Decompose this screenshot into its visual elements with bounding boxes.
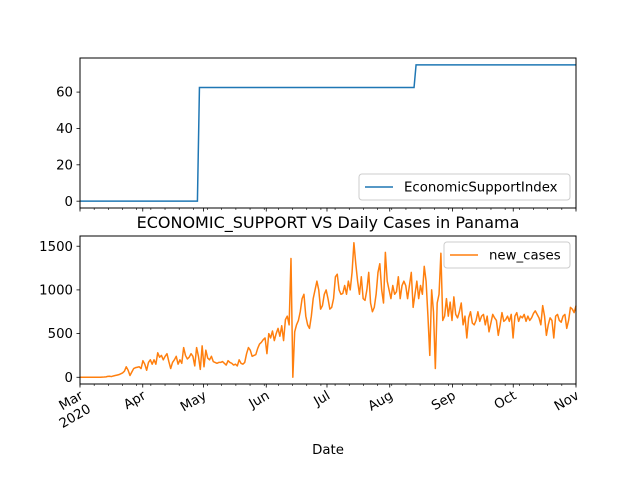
economic-support-panel: 0 20 40 60 EconomicSupportIndex <box>56 57 577 212</box>
economic-support-axes-frame <box>79 57 577 209</box>
legend-label-new-cases: new_cases <box>489 249 561 264</box>
y-tick-label: 60 <box>56 86 73 101</box>
daily-cases-series <box>80 241 577 379</box>
x-tick-label: Jul <box>311 388 333 410</box>
legend-box <box>443 241 571 269</box>
y-tick-label: 20 <box>56 158 73 173</box>
y-tick-label: 1500 <box>39 240 73 255</box>
daily-cases-legend: new_cases <box>443 241 571 269</box>
economic-support-series <box>80 64 576 202</box>
y-tick-label: 40 <box>56 122 73 137</box>
daily-cases-panel: ECONOMIC_SUPPORT VS Daily Cases in Panam… <box>39 213 582 458</box>
economic-support-legend: EconomicSupportIndex <box>358 173 571 201</box>
y-tick-label: 0 <box>65 195 73 210</box>
daily-cases-axes-frame <box>79 235 577 385</box>
economic-support-y-ticks: 0 20 40 60 <box>56 86 80 210</box>
legend-box <box>358 173 571 201</box>
new-cases-line <box>80 241 577 379</box>
legend-label-economic-support: EconomicSupportIndex <box>404 181 558 196</box>
y-tick-label: 1000 <box>39 284 73 299</box>
economic-support-line <box>80 64 576 202</box>
y-tick-label: 0 <box>65 371 73 386</box>
y-tick-label: 500 <box>48 327 73 342</box>
chart-title: ECONOMIC_SUPPORT VS Daily Cases in Panam… <box>137 213 520 233</box>
daily-cases-y-ticks: 0 500 1000 1500 <box>39 240 80 386</box>
x-axis-label: Date <box>312 443 344 458</box>
